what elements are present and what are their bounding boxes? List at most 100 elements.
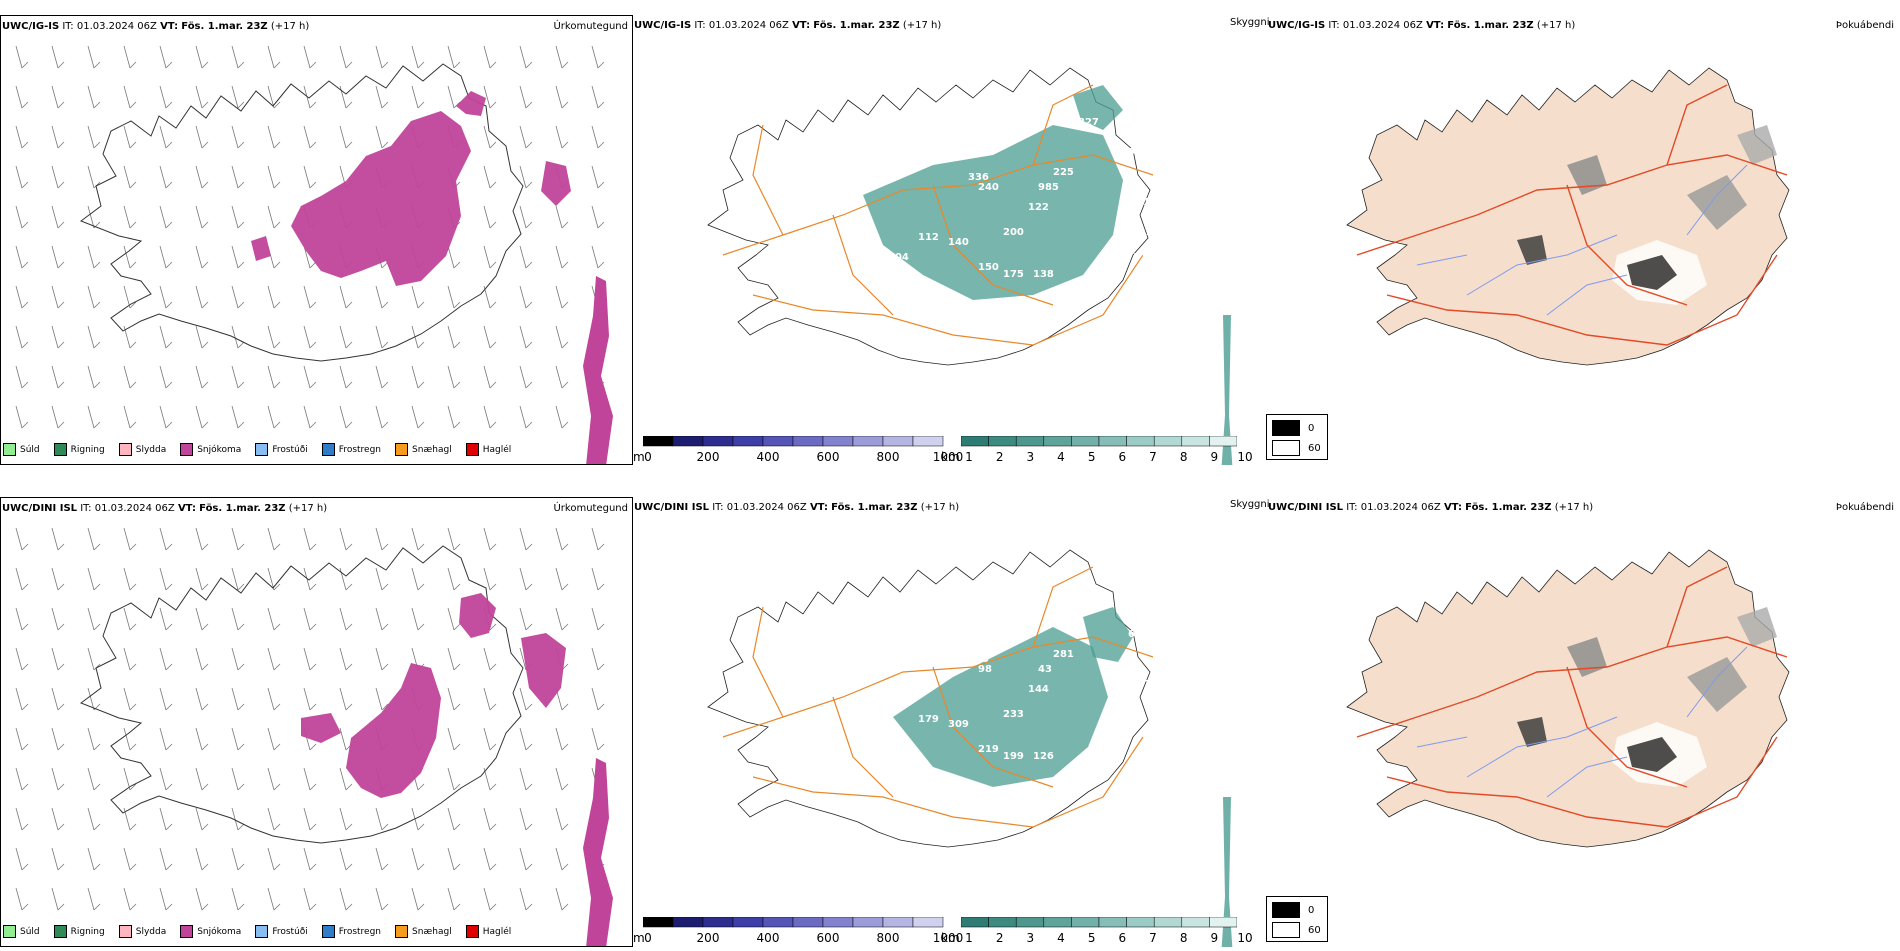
wind-barb-flag <box>21 181 29 189</box>
wind-barb <box>339 325 347 349</box>
wind-barb-flag <box>273 141 281 149</box>
wind-barb <box>591 647 599 671</box>
legend-item: Rigning <box>53 925 105 938</box>
wind-barb <box>15 527 23 551</box>
wind-barb <box>411 85 419 109</box>
fog-index-patch <box>1567 155 1607 195</box>
wind-barb-flag <box>345 903 353 911</box>
wind-barb <box>231 567 239 591</box>
colorbar-segment <box>1071 917 1100 928</box>
wind-barb <box>231 687 239 711</box>
wind-barb-flag <box>489 703 497 711</box>
wind-barb <box>519 405 527 429</box>
wind-barb <box>231 205 239 229</box>
wind-barb <box>87 125 95 149</box>
wind-barb <box>375 325 383 349</box>
wind-barb <box>375 285 383 309</box>
colorbar-segment <box>912 917 944 928</box>
wind-barb-flag <box>273 221 281 229</box>
colorbar-segment <box>882 436 914 447</box>
colorbar-tick: 1 <box>965 450 973 464</box>
wind-barb-flag <box>489 341 497 349</box>
cloudbase-value: 161 <box>1158 667 1179 678</box>
cloudbase-colorbar: m 0 200 400 600 800 1000 <box>633 917 963 951</box>
wind-barb-flag <box>453 823 461 831</box>
wind-barb <box>447 567 455 591</box>
wind-barb-flag <box>489 663 497 671</box>
colorbar-tick: 7 <box>1149 450 1157 464</box>
wind-barb-flag <box>417 583 425 591</box>
cloudbase-visibility-panel-row1: 104 112 140 150 175 138 200 122 985 225 240 336 327 9… <box>633 15 1273 465</box>
wind-barb-flag <box>129 141 137 149</box>
legend-item: Frostregn <box>321 925 381 938</box>
legend-label: Súld <box>20 926 40 937</box>
wind-barb <box>483 125 491 149</box>
wind-barb <box>555 285 563 309</box>
wind-barb-flag <box>21 823 29 831</box>
wind-barb-flag <box>237 903 245 911</box>
wind-barb <box>87 205 95 229</box>
wind-barb <box>87 245 95 269</box>
wind-barb <box>195 687 203 711</box>
wind-barb <box>483 165 491 189</box>
wind-barb <box>123 687 131 711</box>
cloudbase-value: 200 <box>1003 227 1024 238</box>
river <box>1416 254 1468 266</box>
wind-barb-flag <box>273 181 281 189</box>
wind-barb-flag <box>165 221 173 229</box>
wind-barb-flag <box>561 261 569 269</box>
fog-key: 0 60 <box>1266 414 1328 460</box>
wind-barb-flag <box>345 663 353 671</box>
wind-barb-flag <box>165 783 173 791</box>
wind-barb <box>591 205 599 229</box>
cloudbase-value: 122 <box>1028 202 1049 213</box>
iceland-coastline <box>79 63 524 362</box>
wind-barb-flag <box>597 623 605 631</box>
wind-barb <box>303 767 311 791</box>
wind-barb <box>159 205 167 229</box>
legend-swatch <box>53 925 67 938</box>
wind-barb <box>591 607 599 631</box>
wind-barb-flag <box>597 543 605 551</box>
wind-barb <box>519 365 527 389</box>
visibility-color-strip <box>961 436 1237 447</box>
wind-barb <box>483 727 491 751</box>
wind-barb-flag <box>21 863 29 871</box>
colorbar-tick: 4 <box>1057 931 1065 945</box>
wind-barb <box>483 687 491 711</box>
snowfall-area <box>251 236 271 261</box>
wind-barb-flag <box>309 783 317 791</box>
wind-barb-flag <box>237 783 245 791</box>
wind-barb-flag <box>345 783 353 791</box>
wind-barb-flag <box>165 703 173 711</box>
wind-barb <box>339 45 347 69</box>
wind-barb-flag <box>93 341 101 349</box>
colorbar-segment <box>1126 436 1155 447</box>
wind-barb-flag <box>561 543 569 551</box>
wind-barb <box>123 365 131 389</box>
legend-item: Snjókoma <box>180 925 241 938</box>
wind-barb-flag <box>129 583 137 591</box>
colorbar-tick: 400 <box>756 450 780 464</box>
colorbar-tick: 10 <box>1237 931 1253 945</box>
low-visibility-area <box>863 125 1123 300</box>
wind-barb-flag <box>417 301 425 309</box>
wind-barb-flag <box>417 101 425 109</box>
colorbar-segment <box>1043 917 1072 928</box>
wind-barb-flag <box>345 341 353 349</box>
wind-barb-flag <box>489 61 497 69</box>
wind-barb <box>303 45 311 69</box>
wind-barb-flag <box>93 783 101 791</box>
wind-barb-flag <box>129 543 137 551</box>
wind-barb-flag <box>417 903 425 911</box>
wind-barb <box>411 567 419 591</box>
wind-barb-flag <box>129 301 137 309</box>
wind-barb <box>15 567 23 591</box>
wind-barb <box>555 527 563 551</box>
wind-barb-flag <box>525 783 533 791</box>
colorbar-unit: km <box>941 450 960 464</box>
river-network <box>1416 646 1748 798</box>
legend-label: Frostregn <box>338 444 382 455</box>
wind-barb <box>447 727 455 751</box>
wind-barb <box>303 607 311 631</box>
